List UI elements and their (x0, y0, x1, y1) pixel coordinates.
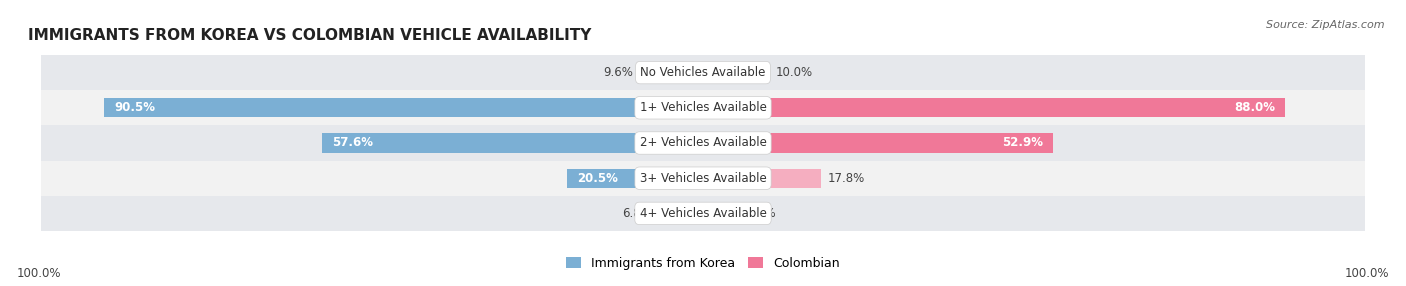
Bar (322, 133, 703, 153)
Text: 4+ Vehicles Available: 4+ Vehicles Available (640, 207, 766, 220)
Bar (568, 168, 703, 188)
Text: No Vehicles Available: No Vehicles Available (640, 66, 766, 79)
Text: 6.8%: 6.8% (621, 207, 651, 220)
Text: 88.0%: 88.0% (1234, 101, 1275, 114)
Text: 9.6%: 9.6% (603, 66, 633, 79)
Text: 100.0%: 100.0% (1344, 267, 1389, 280)
Bar (703, 168, 821, 188)
Text: 57.6%: 57.6% (332, 136, 373, 150)
Bar (703, 204, 740, 223)
Bar (640, 63, 703, 82)
Text: 17.8%: 17.8% (827, 172, 865, 185)
Bar (703, 98, 1285, 118)
Text: 20.5%: 20.5% (578, 172, 619, 185)
Bar (41, 90, 1365, 125)
Text: IMMIGRANTS FROM KOREA VS COLOMBIAN VEHICLE AVAILABILITY: IMMIGRANTS FROM KOREA VS COLOMBIAN VEHIC… (28, 28, 592, 43)
Text: 52.9%: 52.9% (1002, 136, 1043, 150)
Text: 100.0%: 100.0% (17, 267, 62, 280)
Bar (41, 161, 1365, 196)
Text: 10.0%: 10.0% (776, 66, 813, 79)
Bar (41, 55, 1365, 90)
Text: 3+ Vehicles Available: 3+ Vehicles Available (640, 172, 766, 185)
Bar (41, 196, 1365, 231)
Bar (703, 133, 1053, 153)
Text: 5.5%: 5.5% (747, 207, 776, 220)
Text: 2+ Vehicles Available: 2+ Vehicles Available (640, 136, 766, 150)
Bar (41, 125, 1365, 161)
Bar (703, 63, 769, 82)
Text: Source: ZipAtlas.com: Source: ZipAtlas.com (1267, 20, 1385, 30)
Text: 1+ Vehicles Available: 1+ Vehicles Available (640, 101, 766, 114)
Legend: Immigrants from Korea, Colombian: Immigrants from Korea, Colombian (561, 252, 845, 275)
Bar (104, 98, 703, 118)
Text: 90.5%: 90.5% (114, 101, 155, 114)
Bar (658, 204, 703, 223)
